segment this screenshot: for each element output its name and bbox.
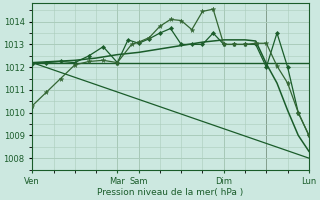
X-axis label: Pression niveau de la mer( hPa ): Pression niveau de la mer( hPa ) <box>98 188 244 197</box>
